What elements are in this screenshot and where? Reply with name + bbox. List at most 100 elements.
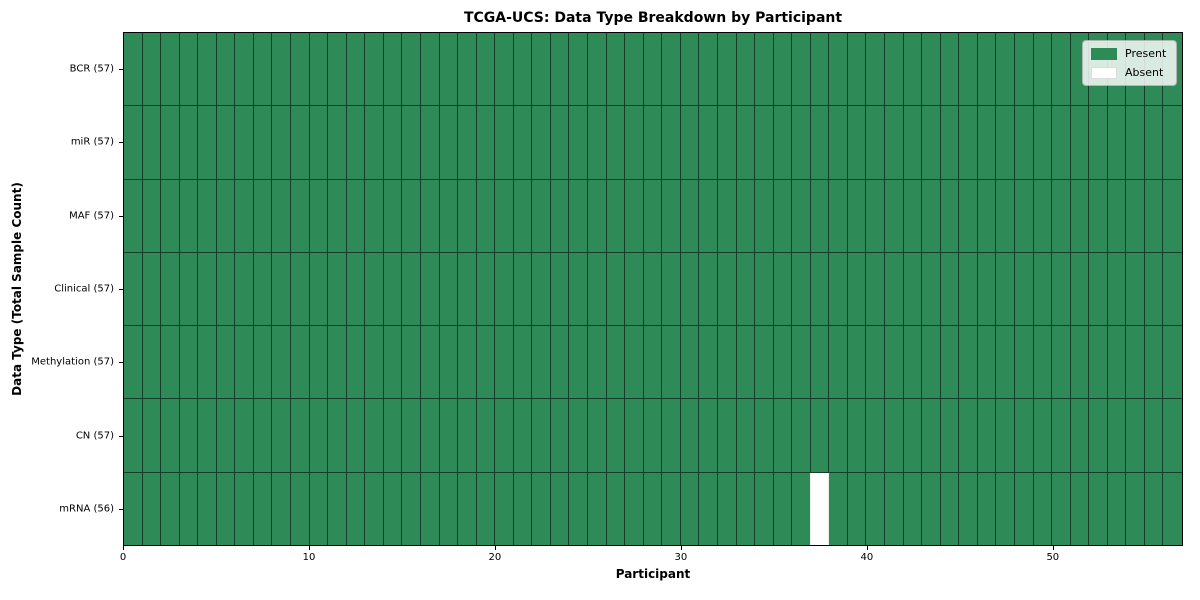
cell-present — [272, 472, 292, 545]
cell-present — [439, 106, 459, 179]
cell-present — [866, 106, 886, 179]
cell-present — [198, 179, 217, 252]
cell-present — [346, 472, 366, 545]
cell-present — [142, 106, 162, 179]
cell-present — [532, 252, 551, 326]
cell-present — [569, 106, 589, 179]
cell-present — [755, 33, 774, 106]
cell-present — [680, 106, 700, 179]
cell-present — [569, 179, 589, 252]
cell-present — [253, 252, 273, 326]
cell-present — [383, 106, 403, 179]
cell-present — [959, 33, 978, 106]
cell-present — [755, 106, 774, 179]
cell-present — [532, 326, 551, 399]
cell-present — [922, 179, 941, 252]
cell-present — [291, 252, 310, 326]
cell-present — [1126, 326, 1145, 399]
cell-present — [1126, 472, 1145, 545]
cell-present — [179, 106, 199, 179]
cell-present — [476, 106, 496, 179]
cell-present — [198, 106, 217, 179]
cell-present — [383, 179, 403, 252]
cell-present — [1070, 106, 1090, 179]
cell-present — [792, 472, 811, 545]
cell-present — [736, 33, 756, 106]
cell-present — [1144, 252, 1164, 326]
cell-present — [959, 106, 978, 179]
cell-present — [513, 326, 533, 399]
cell-present — [346, 399, 366, 472]
cell-present — [1163, 106, 1182, 179]
cell-present — [662, 472, 681, 545]
cell-present — [680, 33, 700, 106]
cell-present — [309, 252, 329, 326]
x-tick-label: 50 — [1046, 552, 1060, 563]
cell-present — [866, 326, 886, 399]
cell-present — [736, 179, 756, 252]
cell-present — [717, 252, 737, 326]
legend-item-present: Present — [1091, 47, 1168, 60]
cell-present — [606, 326, 626, 399]
cell-present — [1014, 106, 1034, 179]
cell-present — [253, 33, 273, 106]
cell-present — [309, 33, 329, 106]
cell-present — [940, 326, 960, 399]
cell-present — [810, 33, 830, 106]
cell-present — [792, 33, 811, 106]
cell-present — [476, 33, 496, 106]
cell-present — [309, 472, 329, 545]
cell-present — [829, 399, 848, 472]
cell-present — [1033, 326, 1053, 399]
cell-present — [1089, 252, 1108, 326]
cell-present — [179, 399, 199, 472]
cell-present — [625, 326, 644, 399]
cell-present — [420, 252, 440, 326]
cell-present — [420, 106, 440, 179]
cell-present — [717, 399, 737, 472]
cell-present — [588, 252, 607, 326]
cell-present — [736, 106, 756, 179]
cell-present — [1033, 33, 1053, 106]
y-tick-mark — [119, 435, 123, 437]
cell-present — [272, 106, 292, 179]
cell-present — [402, 106, 421, 179]
cell-present — [847, 33, 867, 106]
cell-present — [458, 33, 477, 106]
cell-present — [699, 472, 718, 545]
cell-present — [179, 252, 199, 326]
matrix-row-mrna — [124, 472, 1182, 545]
cell-present — [198, 399, 217, 472]
cell-present — [439, 326, 459, 399]
cell-present — [885, 106, 904, 179]
cell-present — [439, 252, 459, 326]
cell-present — [680, 179, 700, 252]
cell-present — [235, 179, 254, 252]
cell-present — [959, 472, 978, 545]
cell-present — [903, 33, 923, 106]
cell-present — [439, 33, 459, 106]
cell-present — [439, 399, 459, 472]
cell-present — [124, 33, 143, 106]
cell-present — [847, 326, 867, 399]
cell-present — [810, 326, 830, 399]
cell-present — [476, 399, 496, 472]
cell-present — [885, 399, 904, 472]
cell-present — [1144, 326, 1164, 399]
cell-present — [124, 179, 143, 252]
cell-present — [291, 399, 310, 472]
cell-present — [346, 252, 366, 326]
cell-present — [847, 472, 867, 545]
cell-present — [866, 33, 886, 106]
cell-present — [420, 33, 440, 106]
cell-present — [1033, 399, 1053, 472]
cell-present — [1144, 106, 1164, 179]
x-tick-mark — [494, 546, 496, 550]
cell-present — [1107, 106, 1127, 179]
cell-present — [161, 179, 180, 252]
cell-present — [142, 33, 162, 106]
cell-present — [977, 252, 997, 326]
cell-present — [829, 472, 848, 545]
cell-present — [643, 179, 663, 252]
